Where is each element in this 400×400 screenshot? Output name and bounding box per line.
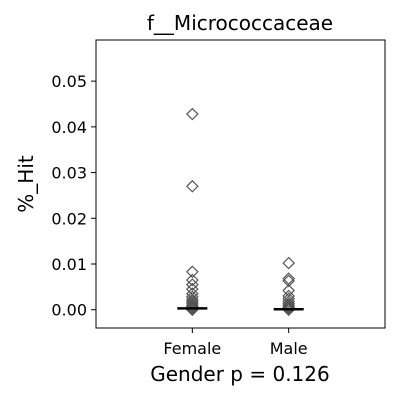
y-axis: 0.00 0.01 0.02 0.03 0.04 0.05 <box>51 72 96 320</box>
data-point <box>185 298 199 312</box>
median-lines <box>177 307 304 311</box>
data-point <box>185 300 199 313</box>
data-point <box>282 299 296 312</box>
x-axis: Female Male <box>163 328 308 358</box>
x-axis-label: Gender p = 0.126 <box>150 362 329 386</box>
data-point <box>185 179 199 193</box>
y-tick-label: 0.02 <box>51 209 87 228</box>
data-point <box>282 303 296 317</box>
y-tick-label: 0.04 <box>51 118 87 137</box>
data-point <box>282 272 296 285</box>
plot-frame <box>95 39 386 329</box>
data-point <box>185 265 199 279</box>
y-axis-label: %_Hit <box>14 155 38 213</box>
data-points <box>185 107 296 317</box>
y-tick-label: 0.03 <box>51 164 87 183</box>
data-point <box>185 295 199 308</box>
x-tick-label: Female <box>163 339 221 358</box>
chart-title: f__Micrococcaceae <box>147 11 333 35</box>
data-point <box>185 273 199 287</box>
data-point <box>282 256 296 270</box>
y-tick-label: 0.01 <box>51 255 87 274</box>
data-point <box>185 293 199 307</box>
x-tick-label: Male <box>270 339 308 358</box>
y-tick-label: 0.00 <box>51 301 87 320</box>
y-tick-label: 0.05 <box>51 72 87 91</box>
data-point <box>282 301 296 315</box>
data-point <box>185 301 199 314</box>
data-point <box>282 295 296 308</box>
data-point <box>282 274 296 288</box>
data-point <box>282 300 296 314</box>
data-point <box>185 278 199 291</box>
data-point <box>185 107 199 121</box>
